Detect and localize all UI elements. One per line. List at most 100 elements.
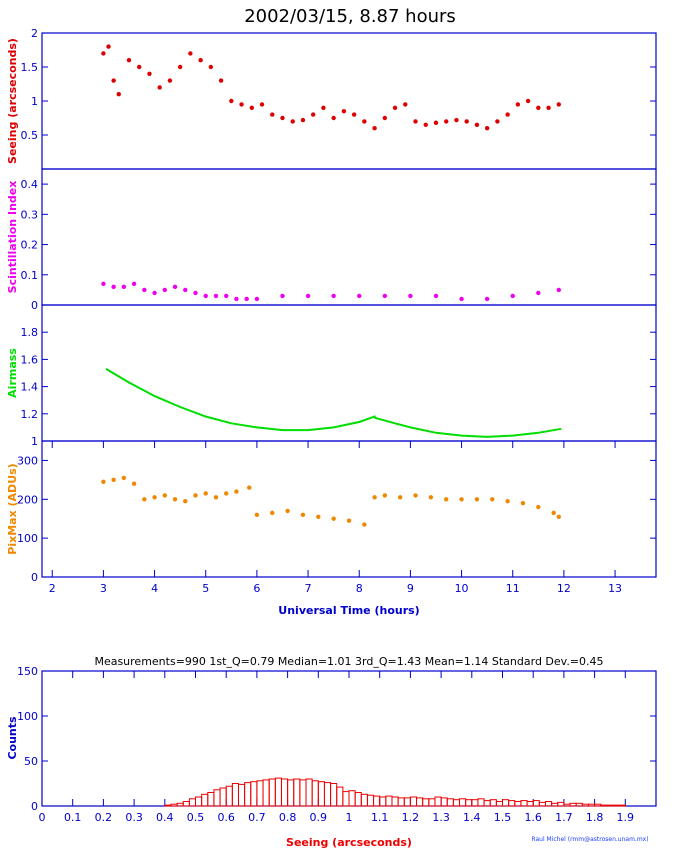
histogram-bar (440, 797, 448, 807)
histogram-bar (502, 799, 510, 807)
y-tick-label: 1.4 (21, 381, 39, 394)
x-tick-label: 11 (506, 582, 520, 595)
histogram-bar (587, 803, 596, 807)
y-ticks: 0.5 1 1.5 2 (21, 27, 656, 142)
histogram-bar (391, 796, 399, 807)
x-tick-label: 6 (253, 582, 260, 595)
data-point (142, 287, 147, 293)
x-tick-label: 2 (49, 582, 56, 595)
y-axis-label: Scintillation Index (6, 181, 19, 294)
y-tick-label: 100 (17, 710, 38, 723)
x-tick-label: 10 (455, 582, 469, 595)
histogram-bar (379, 796, 387, 807)
data-point (183, 287, 188, 293)
histogram-bar (287, 779, 295, 807)
histogram-bar (551, 802, 559, 807)
data-point (495, 119, 500, 124)
histogram-bar (342, 791, 350, 807)
histogram-bar (489, 799, 497, 807)
histogram-bar (373, 795, 381, 807)
chart-title: 2002/03/15, 8.87 hours (244, 6, 456, 27)
data-point (459, 497, 464, 502)
y-tick-label: 1.5 (21, 61, 39, 74)
data-point (203, 293, 208, 299)
data-point (111, 78, 116, 83)
data-point (428, 495, 434, 500)
scintillation-points (101, 281, 561, 302)
y-tick-label: 0 (31, 800, 38, 813)
data-point (101, 281, 106, 287)
y-tick-label: 0.3 (21, 208, 39, 221)
data-point (556, 514, 561, 519)
data-point (285, 508, 290, 514)
histogram-bar (606, 804, 614, 807)
histogram-bar (231, 783, 239, 807)
data-point (224, 293, 229, 299)
histogram-bar (360, 793, 368, 807)
data-point (397, 495, 403, 500)
x-tick-label: 1.3 (432, 811, 450, 824)
data-point (290, 119, 295, 124)
y-tick-label: 100 (17, 532, 38, 545)
data-point (346, 518, 352, 523)
data-point (357, 293, 362, 299)
data-point (183, 499, 188, 504)
histogram-bar (195, 796, 203, 807)
data-point (536, 290, 541, 296)
data-point (106, 44, 111, 49)
data-point (382, 293, 388, 299)
histogram-bar (330, 783, 338, 807)
data-point (433, 120, 439, 125)
panel-scintillation: 0 0.1 0.2 0.3 0.4 Scintillation Index (6, 168, 657, 312)
data-point (490, 497, 495, 502)
x-ticks: 2 3 4 5 6 7 8 9 10 11 12 13 (49, 441, 622, 595)
airmass-curve (105, 368, 562, 438)
panel-frame (41, 304, 657, 442)
data-point (157, 85, 162, 90)
y-ticks: 0 100 200 300 (17, 454, 656, 584)
data-point (403, 102, 408, 107)
y-ticks: 0 50 100 150 (17, 665, 656, 813)
data-point (413, 493, 418, 498)
y-axis-label: Airmass (6, 348, 19, 398)
y-tick-label: 0.1 (21, 269, 39, 282)
data-point (188, 51, 193, 56)
histogram-bar (366, 794, 375, 807)
data-point (362, 119, 367, 124)
histogram-bar (532, 800, 540, 807)
data-point (162, 493, 167, 498)
y-tick-label: 1 (31, 435, 38, 448)
histogram-bar (317, 781, 325, 807)
histogram-bar (188, 798, 197, 807)
histogram-bar (434, 796, 442, 807)
y-tick-label: 50 (24, 755, 38, 768)
data-point (270, 112, 275, 117)
histogram-bar (244, 782, 252, 807)
pixmax-points (101, 475, 561, 527)
histogram-bar (600, 804, 608, 807)
x-tick-label: 8 (356, 582, 363, 595)
histogram-stats: Measurements=990 1st_Q=0.79 Median=1.01 … (94, 655, 603, 668)
y-tick-label: 200 (17, 493, 38, 506)
data-point (464, 119, 469, 124)
data-point (362, 522, 367, 527)
x-tick-label: 0 (39, 811, 46, 824)
data-point (454, 117, 459, 123)
data-point (280, 115, 285, 121)
y-axis-label: PixMax (ADUs) (6, 463, 19, 554)
x-tick-label: 3 (100, 582, 107, 595)
histogram-bar (514, 801, 522, 807)
x-tick-label: 1.1 (371, 811, 389, 824)
data-point (280, 293, 285, 299)
histogram-bar (305, 778, 313, 807)
histogram-bar (618, 804, 626, 807)
histogram-bar (544, 801, 553, 807)
histogram-bar (348, 790, 356, 807)
panel-frame (41, 670, 657, 807)
histogram-bar (280, 778, 289, 807)
data-point (203, 491, 208, 496)
x-tick-label: 0.2 (95, 811, 113, 824)
data-point (556, 102, 561, 107)
data-point (351, 112, 357, 117)
data-point (162, 287, 167, 293)
